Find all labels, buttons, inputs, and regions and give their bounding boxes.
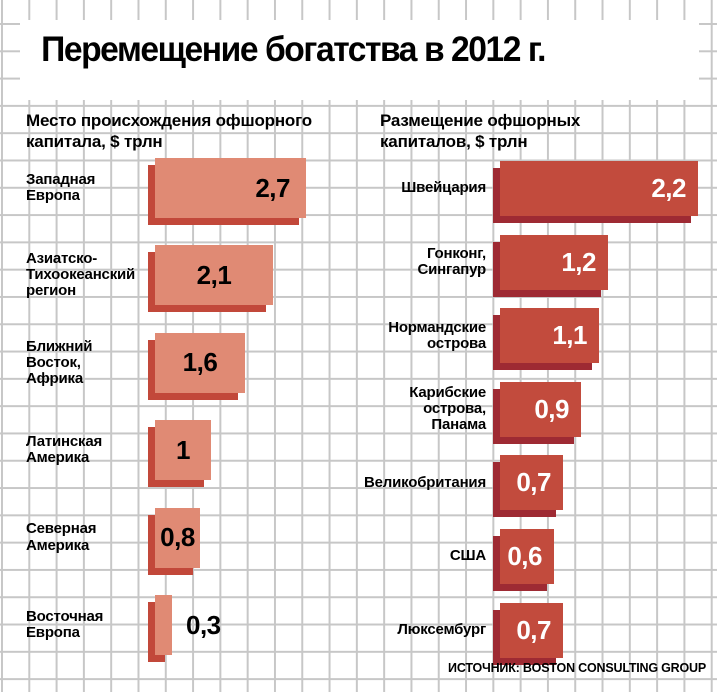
- bar-label: Гонконг, Сингапур: [417, 244, 487, 279]
- bar-label: Карибские острова, Панама: [409, 384, 486, 434]
- bar-label: Нормандские острова: [388, 318, 486, 352]
- bar: 1: [155, 420, 211, 481]
- chart-row: Азиатско- Тихоокеанский регион 2,1: [0, 245, 717, 306]
- chart-left-title: Место происхождения офшорного капитала, …: [26, 111, 312, 152]
- source-credit: ИСТОЧНИК: BOSTON CONSULTING GROUP: [448, 661, 706, 675]
- bar-value: 0,7: [516, 614, 551, 645]
- bar-value: 0,7: [516, 467, 551, 498]
- bar-label: Азиатско- Тихоокеанский регион: [26, 250, 136, 300]
- bar: [155, 595, 172, 655]
- bar-label: Северная Америка: [26, 520, 97, 554]
- bar-value: 0,8: [160, 522, 195, 553]
- chart-row: Восточная Европа 0,3: [0, 595, 717, 655]
- chart-row: Нормандские острова 1,1: [0, 308, 717, 364]
- bar-label: Восточная Европа: [26, 607, 104, 641]
- bar-label: США: [449, 547, 486, 565]
- title-box: Перемещение богатства в 2012 г.: [20, 20, 699, 100]
- chart-row: Северная Америка 0,8: [0, 507, 717, 568]
- chart-row: Люксембург 0,7: [0, 602, 717, 658]
- bar-label: Западная Европа: [26, 170, 96, 204]
- bar-label: Ближний Восток, Африка: [26, 337, 93, 387]
- bar: 0,7: [500, 602, 563, 658]
- bar-label: Латинская Америка: [26, 433, 103, 467]
- bar-value: 0,9: [534, 393, 569, 424]
- bar: 0,8: [155, 507, 200, 568]
- bar-label: Люксембург: [397, 621, 486, 638]
- bar-value: 0,3: [186, 609, 221, 640]
- bar-label: Великобритания: [364, 473, 486, 491]
- bar-value: 1,1: [552, 320, 587, 351]
- bar: 1,6: [155, 332, 245, 393]
- bar-label: Швейцария: [401, 179, 486, 197]
- bar: 2,2: [500, 161, 698, 216]
- bar-value: 2,1: [196, 259, 232, 290]
- chart-row: Ближний Восток, Африка 1,6: [0, 332, 717, 393]
- page-title: Перемещение богатства в 2012 г.: [41, 30, 546, 69]
- bar-value: 1,2: [561, 246, 596, 277]
- chart-row: Западная Европа 2,7: [0, 158, 717, 218]
- bar: 1,1: [500, 308, 599, 364]
- chart-row: Латинская Америка 1: [0, 420, 717, 481]
- bar: 2,7: [155, 158, 306, 218]
- bar: 1,2: [500, 234, 608, 290]
- chart-row: Швейцария 2,2: [0, 161, 717, 216]
- chart-row: США 0,6: [0, 529, 717, 584]
- chart-row: Гонконг, Сингапур 1,2: [0, 234, 717, 290]
- bar-value: 2,2: [651, 173, 686, 203]
- bar-value: 1: [176, 434, 190, 465]
- bar-value: 0,6: [507, 541, 542, 571]
- chart-row: Великобритания 0,7: [0, 455, 717, 511]
- bar: 0,7: [500, 455, 563, 511]
- bar: 2,1: [155, 245, 273, 306]
- bar: 0,6: [500, 529, 554, 584]
- chart-right-title: Размещение офшорных капиталов, $ трлн: [380, 111, 581, 152]
- bar-value: 1,6: [182, 347, 218, 378]
- bar: 0,9: [500, 381, 581, 437]
- chart-row: Карибские острова, Панама 0,9: [0, 381, 717, 437]
- bar-value: 2,7: [255, 172, 290, 203]
